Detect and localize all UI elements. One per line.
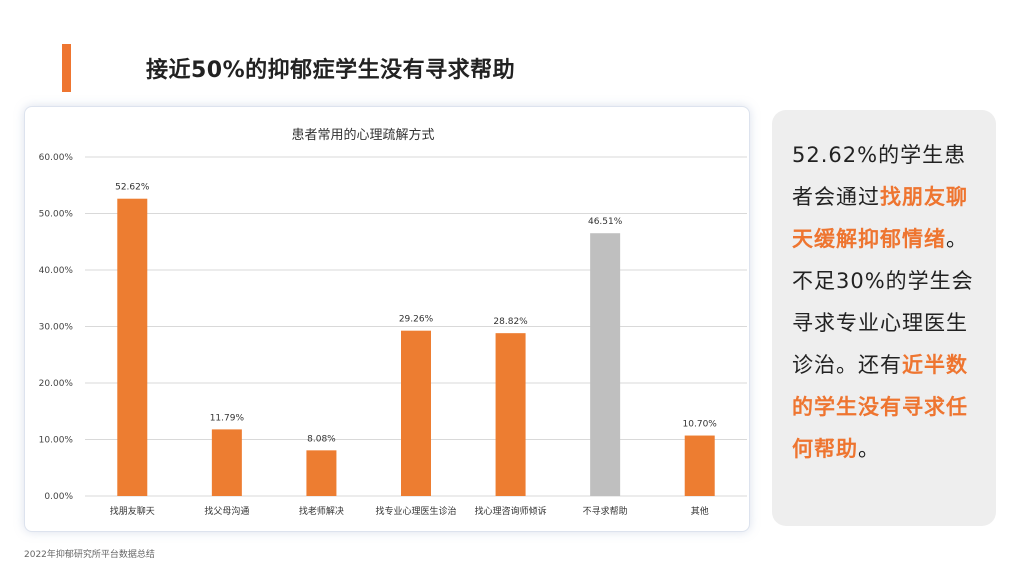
bar [590, 233, 621, 496]
data-label: 52.62% [115, 183, 150, 193]
summary-highlight: 近半数的学生没有寻求任何帮助 [792, 353, 968, 461]
chart-card: 患者常用的心理疏解方式 0.00% 10.00% 20.00% 30.00% 40.00… [24, 106, 750, 532]
chart-title: 患者常用的心理疏解方式 [291, 127, 434, 143]
data-label: 46.51% [588, 217, 623, 227]
summary-segment: 。 [858, 437, 880, 461]
y-tick-label: 30.00% [39, 323, 74, 333]
x-category-label: 找父母沟通 [204, 505, 249, 517]
data-source-note: 2022年抑郁研究所平台数据总结 [24, 550, 155, 560]
data-label: 11.79% [210, 413, 245, 423]
y-tick-label: 0.00% [44, 492, 73, 502]
x-category-label: 其他 [691, 505, 709, 517]
y-tick-label: 40.00% [39, 266, 74, 276]
summary-segment: 。不足30%的学生会寻求专业心理医生诊治。还有 [792, 227, 974, 377]
data-label: 29.26% [399, 315, 434, 325]
y-tick-label: 10.00% [39, 436, 74, 446]
bar [306, 450, 337, 496]
bar [495, 333, 526, 496]
page-title: 接近50%的抑郁症学生没有寻求帮助 [146, 58, 516, 83]
x-category-label: 找专业心理医生诊治 [375, 505, 456, 517]
y-tick-label: 50.00% [39, 210, 74, 220]
data-label: 10.70% [683, 420, 718, 430]
summary-text: 52.62%的学生患者会通过找朋友聊天缓解抑郁情绪。不足30%的学生会寻求专业心… [792, 134, 982, 470]
bar-chart: 患者常用的心理疏解方式 0.00% 10.00% 20.00% 30.00% 40.00… [39, 127, 747, 517]
data-label: 28.82% [493, 317, 528, 327]
summary-panel [772, 110, 996, 526]
summary-segment: 52.62%的学生患者会通过 [792, 143, 967, 209]
x-category-label: 找朋友聊天 [110, 505, 155, 517]
x-category-label: 找心理咨询师倾诉 [475, 505, 547, 517]
data-label: 8.08% [307, 434, 336, 444]
x-category-label: 找老师解决 [299, 505, 344, 517]
bar [117, 198, 148, 496]
summary-highlight: 找朋友聊天缓解抑郁情绪 [792, 185, 968, 251]
title-accent-bar [62, 44, 71, 92]
x-category-label: 不寻求帮助 [583, 505, 628, 517]
bar [211, 429, 242, 496]
y-tick-label: 60.00% [39, 153, 74, 163]
bar [684, 435, 715, 496]
y-tick-label: 20.00% [39, 379, 74, 389]
bar [401, 330, 431, 496]
